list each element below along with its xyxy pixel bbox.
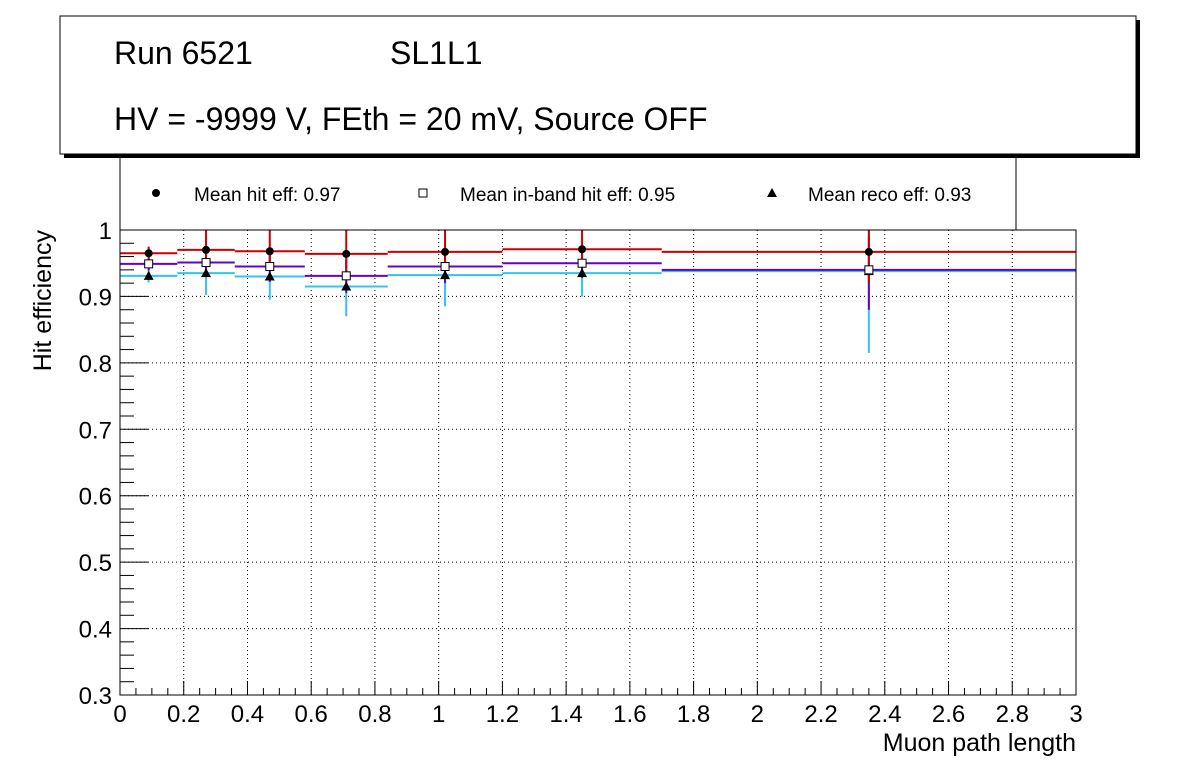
x-tick-label: 1.6 [613, 701, 646, 728]
legend: Mean hit eff: 0.97 Mean in-band hit eff:… [119, 149, 1017, 231]
y-tick-label: 0.6 [79, 484, 112, 511]
x-tick-label: 0.8 [358, 701, 391, 728]
reco-point [577, 268, 588, 278]
y-tick-label: 1 [99, 218, 112, 245]
x-tick-label: 0.4 [231, 701, 264, 728]
x-tick-label: 1.8 [677, 701, 710, 728]
x-tick-label: 2.6 [932, 701, 965, 728]
header-box: Run 6521 SL1L1 HV = -9999 V, FEth = 20 m… [59, 15, 1140, 158]
reco-point [143, 270, 154, 280]
legend-reco-marker [767, 188, 777, 197]
reco-point [440, 270, 451, 280]
y-tick-label: 0.3 [79, 683, 112, 710]
reco-point [341, 281, 352, 291]
legend-box [119, 149, 1017, 231]
grid [120, 230, 1076, 695]
hit-point [441, 247, 450, 256]
x-tick-label: 3 [1069, 701, 1082, 728]
hit-point [864, 247, 873, 256]
hit-point [144, 249, 153, 258]
y-tick-label: 0.9 [79, 284, 112, 311]
conditions-label: HV = -9999 V, FEth = 20 mV, Source OFF [114, 101, 707, 137]
layer-label: SL1L1 [390, 35, 483, 71]
run-label: Run 6521 [114, 35, 253, 71]
reco-point [264, 271, 275, 281]
x-tick-label: 0.6 [295, 701, 328, 728]
inband-point [265, 262, 275, 272]
series [120, 230, 1076, 353]
hit-point [578, 245, 587, 254]
plot-area: 0 0.2 0.4 0.6 0.8 1 1.2 1.4 1.6 1.8 2 2.2 2.4 2.6 2.8 3… [79, 218, 1083, 728]
hit-point [265, 247, 274, 256]
inband-point [864, 265, 874, 275]
x-tick-label: 1.4 [549, 701, 582, 728]
legend-inband-marker [418, 188, 428, 198]
x-tick-label: 2.2 [804, 701, 837, 728]
inband-point [440, 262, 450, 272]
hit-point [342, 249, 351, 258]
y-axis-label: Hit efficiency [29, 230, 57, 372]
inband-point [201, 258, 211, 268]
x-tick-label: 0.2 [167, 701, 200, 728]
x-tick-label: 1 [432, 701, 445, 728]
header-frame [59, 15, 1137, 155]
legend-hit-marker [152, 189, 160, 197]
y-tick-label: 0.5 [79, 550, 112, 577]
inband-point [144, 259, 154, 269]
y-tick-label: 0.8 [79, 351, 112, 378]
hit-point [202, 245, 211, 254]
legend-hit-label: Mean hit eff: 0.97 [194, 185, 340, 206]
x-tick-label: 2.4 [868, 701, 901, 728]
axes: 0 0.2 0.4 0.6 0.8 1 1.2 1.4 1.6 1.8 2 2.2 2.4 2.6 2.8 3… [79, 218, 1083, 728]
reco-point [201, 268, 212, 278]
inband-point [341, 271, 351, 281]
x-tick-label: 2 [751, 701, 764, 728]
legend-reco-label: Mean reco eff: 0.93 [808, 185, 971, 206]
y-tick-label: 0.7 [79, 417, 112, 444]
x-axis-label: Muon path length [883, 729, 1076, 757]
plot-background [120, 230, 1076, 695]
x-tick-label: 0 [113, 701, 126, 728]
y-tick-label: 0.4 [79, 617, 112, 644]
legend-inband-label: Mean in-band hit eff: 0.95 [460, 185, 675, 206]
x-tick-label: 1.2 [486, 701, 519, 728]
x-tick-label: 2.8 [996, 701, 1029, 728]
inband-point [577, 258, 587, 268]
